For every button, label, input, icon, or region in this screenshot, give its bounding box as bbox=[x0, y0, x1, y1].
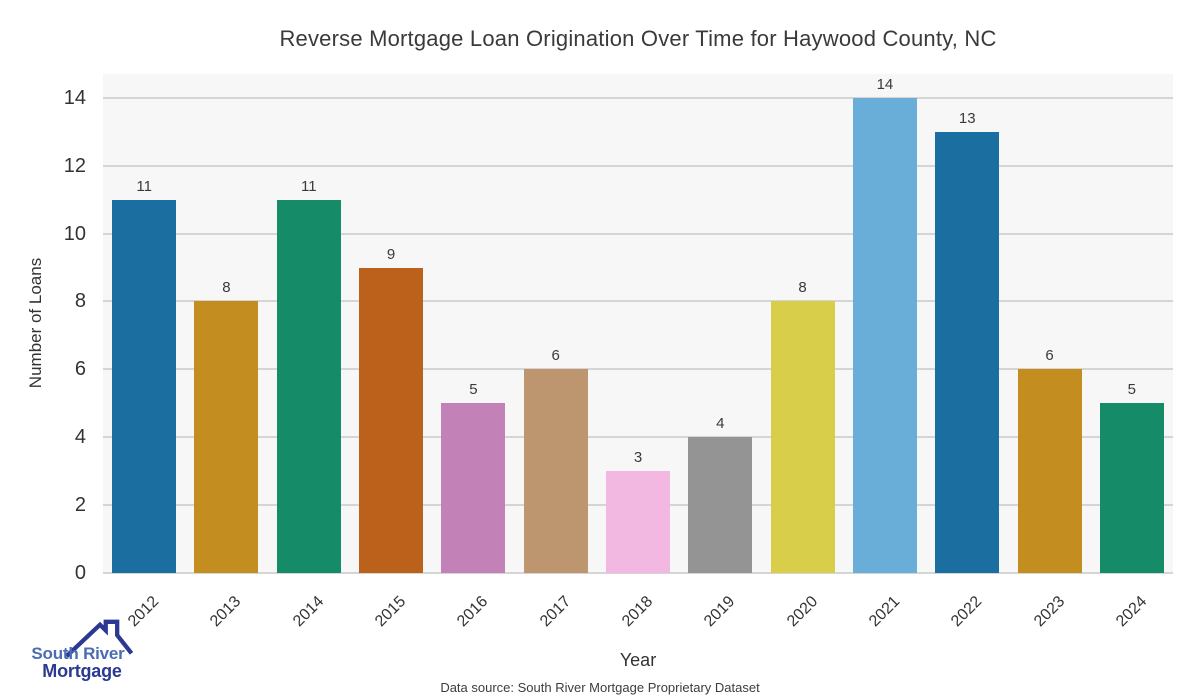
south-river-mortgage-logo: South River Mortgage bbox=[16, 616, 140, 692]
x-tick-label-2014: 2014 bbox=[289, 593, 328, 631]
bar-2024 bbox=[1099, 403, 1164, 573]
gridline bbox=[103, 368, 1173, 371]
bar-2013 bbox=[194, 301, 259, 573]
y-tick-label: 10 bbox=[63, 222, 86, 245]
gridline bbox=[103, 436, 1173, 439]
x-tick-label-2016: 2016 bbox=[454, 593, 492, 631]
bar-value-label: 14 bbox=[876, 75, 894, 93]
x-tick-label-2019: 2019 bbox=[701, 593, 739, 631]
plot-area: 11 8 11 9 5 6 3 4 8 14 13 6 5 bbox=[103, 74, 1173, 574]
bar-value-label: 5 bbox=[1127, 381, 1136, 399]
y-tick-label: 8 bbox=[74, 290, 86, 313]
bar-value-label: 9 bbox=[386, 245, 396, 263]
bar-value-label: 11 bbox=[136, 177, 152, 195]
gridline bbox=[103, 164, 1173, 167]
data-source-note: Data source: South River Mortgage Propri… bbox=[440, 680, 760, 695]
y-tick-label: 14 bbox=[63, 86, 86, 109]
x-tick-label-2024: 2024 bbox=[1112, 593, 1151, 631]
house-roof-icon bbox=[65, 619, 134, 658]
bar-value-label: 8 bbox=[798, 279, 807, 297]
logo-text-mortgage: Mortgage bbox=[42, 661, 122, 681]
bar-value-label: 3 bbox=[633, 449, 643, 467]
x-tick-label-2020: 2020 bbox=[783, 593, 821, 631]
gridline bbox=[103, 96, 1173, 99]
bar-2016 bbox=[441, 403, 506, 573]
bar-2021 bbox=[852, 97, 917, 573]
bar-2015 bbox=[359, 267, 424, 573]
x-tick-label-2022: 2022 bbox=[948, 593, 986, 631]
y-tick-label: 12 bbox=[63, 154, 86, 177]
bar-2018 bbox=[606, 471, 670, 573]
chart-title: Reverse Mortgage Loan Origination Over T… bbox=[279, 26, 997, 51]
bar-2023 bbox=[1017, 369, 1082, 573]
bar-2017 bbox=[523, 369, 588, 573]
bar-value-label: 6 bbox=[1045, 347, 1054, 365]
y-tick-label: 6 bbox=[74, 358, 86, 381]
x-tick-label-2015: 2015 bbox=[372, 593, 410, 631]
gridline bbox=[103, 572, 1173, 574]
x-tick-label-2013: 2013 bbox=[207, 593, 245, 631]
gridline bbox=[103, 300, 1173, 303]
logo-text-south-river: South River bbox=[31, 644, 125, 663]
x-axis-title: Year bbox=[619, 650, 657, 670]
x-tick-label-2018: 2018 bbox=[619, 593, 657, 631]
bar-2019 bbox=[688, 437, 753, 573]
bar-2014 bbox=[276, 199, 341, 573]
bar-value-label: 4 bbox=[716, 415, 725, 433]
x-tick-label-2017: 2017 bbox=[536, 593, 574, 631]
bar-2012 bbox=[112, 199, 177, 573]
y-tick-label: 2 bbox=[74, 494, 86, 517]
bar-value-label: 6 bbox=[551, 347, 560, 365]
x-tick-label-2023: 2023 bbox=[1030, 593, 1068, 631]
bar-2022 bbox=[935, 131, 1000, 573]
y-tick-label: 0 bbox=[74, 562, 86, 584]
x-tick-label-2021: 2021 bbox=[865, 593, 904, 631]
bar-value-label: 11 bbox=[300, 177, 317, 195]
bar-value-label: 5 bbox=[469, 381, 478, 399]
bar-value-label: 13 bbox=[958, 109, 976, 127]
gridline bbox=[103, 232, 1173, 235]
y-tick-label: 4 bbox=[74, 426, 86, 449]
bar-2020 bbox=[770, 301, 835, 573]
bar-value-label: 8 bbox=[222, 279, 231, 297]
